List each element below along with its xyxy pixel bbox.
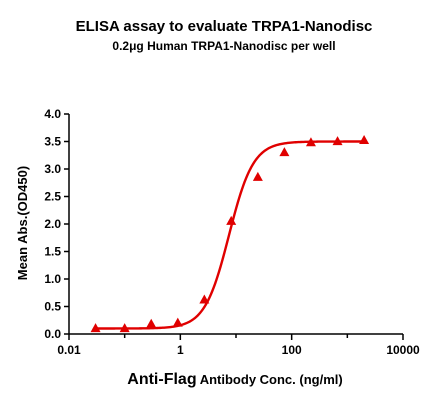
x-tick-label: 1 (177, 343, 184, 357)
data-point (279, 147, 290, 157)
data-point (305, 137, 316, 147)
data-points (90, 135, 370, 333)
axes (68, 114, 403, 335)
y-axis-ticks: 0.0 0.5 1.0 1.5 2.0 2.5 3.0 3.5 4.0 (44, 107, 69, 341)
data-point (332, 136, 343, 146)
x-axis-label: Anti-Flag Antibody Conc. (ng/ml) (127, 371, 342, 388)
fit-curve (95, 140, 365, 330)
data-point (359, 135, 370, 144)
data-point (172, 317, 183, 327)
y-tick-label: 3.5 (44, 135, 61, 149)
y-tick-label: 2.5 (44, 190, 61, 204)
x-tick-label: 100 (282, 343, 302, 357)
chart-title: ELISA assay to evaluate TRPA1-Nanodisc (76, 18, 373, 35)
data-point (90, 323, 101, 333)
x-axis-ticks: 0.01 1 100 10000 (57, 334, 420, 357)
y-tick-label: 1.0 (44, 272, 61, 286)
y-tick-label: 0.0 (44, 327, 61, 341)
data-point (226, 215, 237, 225)
x-axis-label-main: Anti-Flag (127, 371, 196, 388)
y-tick-label: 0.5 (44, 300, 61, 314)
data-point (199, 294, 210, 304)
data-point (119, 323, 130, 333)
x-tick-label: 10000 (386, 343, 420, 357)
y-tick-label: 4.0 (44, 107, 61, 121)
x-tick-label: 0.01 (57, 343, 81, 357)
y-tick-label: 2.0 (44, 217, 61, 231)
data-point (146, 318, 157, 328)
y-tick-label: 3.0 (44, 162, 61, 176)
chart-subtitle: 0.2μg Human TRPA1-Nanodisc per well (112, 39, 335, 53)
y-axis-label: Mean Abs.(OD450) (15, 166, 30, 280)
x-axis-label-sub: Antibody Conc. (ng/ml) (197, 372, 343, 387)
y-tick-label: 1.5 (44, 245, 61, 259)
data-point (252, 171, 263, 181)
